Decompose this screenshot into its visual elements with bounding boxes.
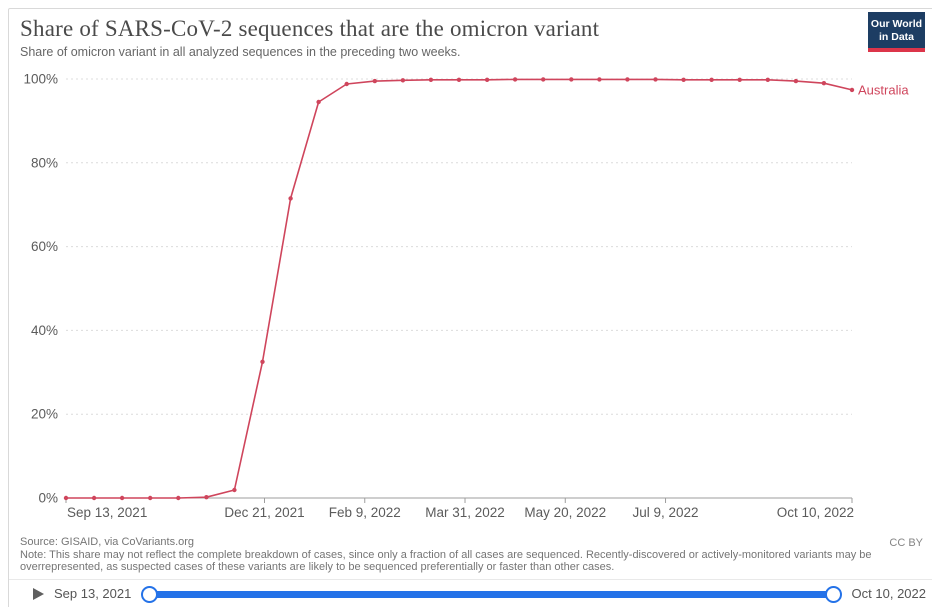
data-point[interactable] [119,495,125,501]
x-tick-label: Dec 21, 2021 [224,505,304,520]
data-point[interactable] [569,77,574,82]
x-tick-label: Oct 10, 2022 [777,505,854,520]
x-tick-label: May 20, 2022 [524,505,606,520]
data-point[interactable] [793,78,799,84]
timeline-handle-end[interactable] [824,585,842,603]
data-point[interactable] [541,77,546,82]
data-point[interactable] [821,81,827,86]
data-point[interactable] [709,77,714,83]
page-title: Share of SARS-CoV-2 sequences that are t… [20,16,600,41]
source-line: Source: GISAID, via CoVariants.org [20,536,195,548]
data-point[interactable] [372,78,377,84]
y-tick-label: 20% [31,407,58,422]
license-link[interactable]: CC BY [889,537,923,549]
data-point[interactable] [456,77,462,83]
owid-logo-line2: in Data [878,31,914,43]
y-tick-label: 40% [31,323,58,338]
timeline-slider[interactable] [141,585,842,603]
data-point[interactable] [681,77,686,83]
data-point[interactable] [849,87,855,93]
data-point[interactable] [653,77,658,82]
owid-logo-accent-bar [868,48,925,52]
y-tick-label: 100% [23,72,58,87]
page-subtitle: Share of omicron variant in all analyzed… [20,45,461,59]
data-point[interactable] [316,99,321,105]
x-tick-label: Jul 9, 2022 [632,505,698,520]
x-tick-label: Sep 13, 2021 [67,505,147,520]
data-point[interactable] [148,495,153,501]
x-tick-label: Mar 31, 2022 [425,505,505,520]
data-point[interactable] [597,77,602,82]
data-point[interactable] [484,77,490,83]
data-point[interactable] [765,77,770,83]
y-tick-label: 60% [31,239,58,254]
chart-svg[interactable]: 0% 20% 40% 60% 80% 100% Sep 13, 2021 Dec 21, 20… [0,0,932,532]
data-point[interactable] [428,77,434,83]
data-point[interactable] [400,78,406,83]
data-point[interactable] [260,359,265,364]
note-line-1: Note: This share may not reflect the com… [20,548,872,561]
data-point[interactable] [737,77,742,83]
data-point[interactable] [176,495,181,501]
series-line[interactable] [66,78,853,499]
data-point[interactable] [344,81,349,87]
data-point[interactable] [232,487,237,493]
data-point[interactable] [288,196,293,201]
timeline-start-label: Sep 13, 2021 [54,586,132,601]
x-tick-label: Feb 9, 2022 [329,505,401,520]
series-label[interactable]: Australia [858,82,909,97]
timeline-handle-start[interactable] [141,585,159,603]
data-point[interactable] [512,77,518,82]
y-tick-label: 0% [38,491,58,506]
timeline-bar: Sep 13, 2021 Oct 10, 2022 [9,579,932,607]
chart-footer: Source: GISAID, via CoVariants.org Note:… [20,536,920,574]
data-point[interactable] [91,495,97,501]
data-point[interactable] [63,495,69,501]
play-icon[interactable] [33,587,44,600]
y-tick-label: 80% [31,155,58,170]
timeline-track[interactable] [147,590,836,598]
data-point[interactable] [625,77,630,82]
timeline-end-label: Oct 10, 2022 [851,586,926,601]
data-point[interactable] [204,495,209,500]
note-line-2: overrepresented, as suspected cases of t… [20,561,615,573]
owid-logo-line1: Our World [870,18,923,30]
owid-logo[interactable]: Our World in Data [868,12,925,52]
